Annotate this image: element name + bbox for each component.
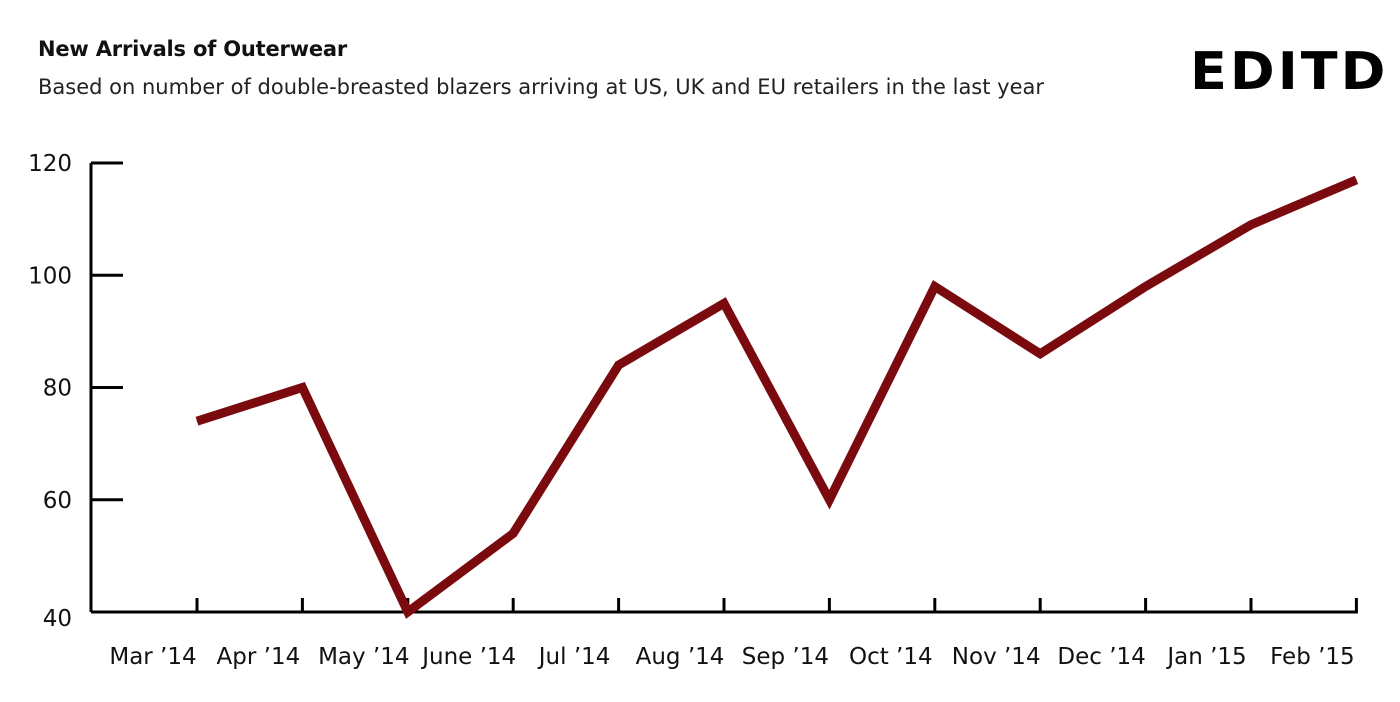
x-tick-label: Oct ’14 (849, 644, 933, 670)
x-tick-label: June ’14 (420, 644, 516, 670)
data-point (1145, 285, 1147, 287)
data-point (196, 420, 198, 422)
y-axis-ticks: 40 60 80 100 120 (28, 151, 123, 632)
chart-axes (89, 163, 1358, 614)
x-tick-label: Jan ’15 (1165, 644, 1246, 670)
y-tick-label: 80 (43, 376, 72, 402)
chart-subtitle: Based on number of double-breasted blaze… (38, 75, 1045, 99)
data-point (301, 387, 303, 388)
data-point (1355, 179, 1357, 181)
y-tick-label: 100 (28, 263, 72, 289)
data-point (723, 302, 725, 304)
x-tick-label: Dec ’14 (1057, 644, 1145, 670)
series-line (195, 175, 1359, 619)
data-point (1250, 224, 1252, 226)
x-tick-label: Mar ’14 (109, 644, 196, 670)
data-point (512, 532, 514, 534)
x-tick-label: Feb ’15 (1270, 644, 1355, 670)
data-point (407, 611, 409, 613)
brand-logo: EDITD (1190, 41, 1389, 102)
x-tick-label: Jul ’14 (537, 644, 611, 670)
series-layer (195, 175, 1359, 619)
data-point (1039, 353, 1041, 355)
x-tick-label: Sep ’14 (742, 644, 829, 670)
data-point (618, 364, 620, 366)
chart-title: New Arrivals of Outerwear (38, 37, 348, 61)
x-tick-label: Nov ’14 (952, 644, 1041, 670)
x-axis-ticks: Mar ’14 Apr ’14 May ’14 June ’14 Jul ’14 Aug … (109, 598, 1358, 670)
x-tick-label: Aug ’14 (636, 644, 725, 670)
y-tick-label: 60 (43, 488, 72, 514)
y-tick-label: 40 (43, 606, 72, 632)
y-tick-label: 120 (28, 151, 72, 177)
x-tick-label: Apr ’14 (217, 644, 301, 670)
x-tick-label: May ’14 (318, 644, 409, 670)
data-point (934, 285, 936, 287)
data-point (828, 499, 830, 501)
